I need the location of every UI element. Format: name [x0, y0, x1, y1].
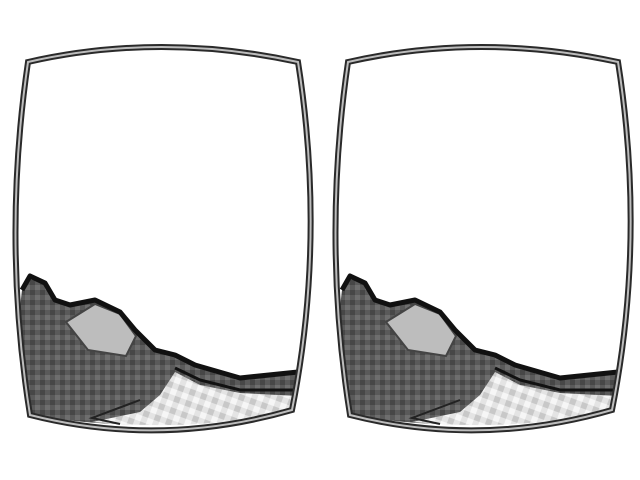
left-eye-view	[15, 47, 310, 430]
right-eye-view	[335, 47, 630, 430]
